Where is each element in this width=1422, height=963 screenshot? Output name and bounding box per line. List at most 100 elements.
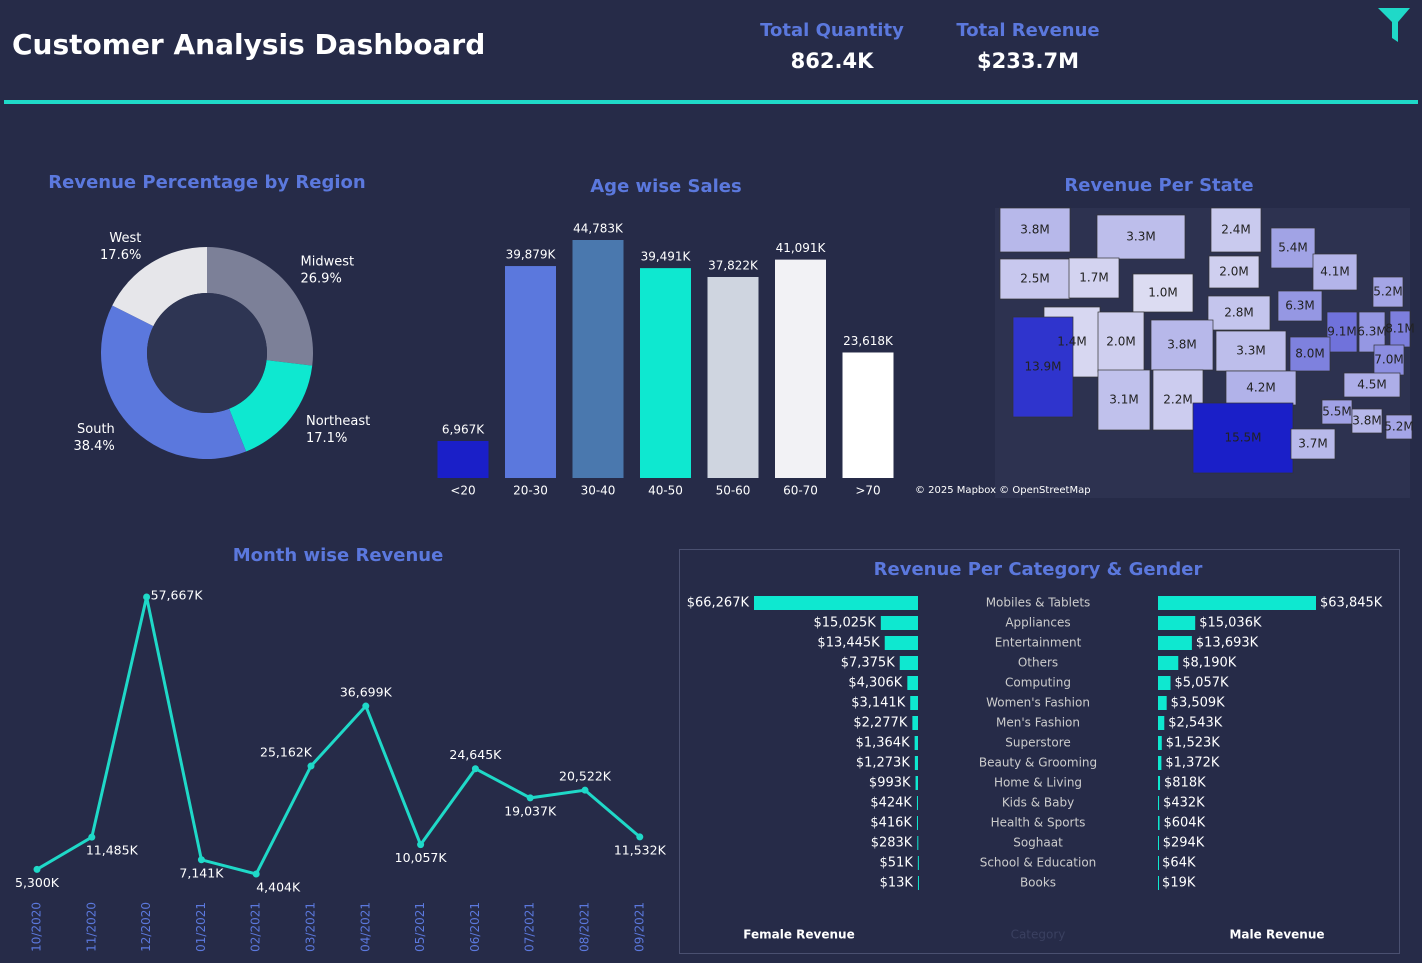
line-point — [33, 865, 41, 873]
bar-label: $13,693K — [1196, 636, 1259, 651]
donut-slice — [229, 360, 313, 452]
bar — [640, 268, 691, 478]
state — [1210, 207, 1262, 253]
state — [1289, 336, 1331, 372]
slice-value: 17.1% — [306, 431, 347, 446]
bar-label: $51K — [880, 856, 914, 871]
bar — [910, 696, 918, 710]
state — [1372, 276, 1404, 308]
donut-slice — [112, 247, 207, 327]
category-label: Beauty & Grooming — [979, 756, 1097, 770]
state — [1097, 369, 1151, 431]
state-label: 8.1M — [1385, 322, 1414, 336]
state — [1192, 402, 1294, 474]
donut-slice — [100, 305, 247, 460]
bar-label: 39,879K — [506, 248, 557, 262]
state-label: 4.5M — [1357, 378, 1386, 392]
state — [1326, 311, 1358, 353]
kpi-label: Total Quantity — [760, 20, 904, 41]
bar — [1158, 836, 1159, 850]
bar — [1158, 756, 1162, 770]
bar — [775, 259, 826, 478]
bar-label: 41,091K — [776, 241, 827, 255]
point-label: 24,645K — [449, 747, 502, 762]
state-label: 3.3M — [1126, 230, 1155, 244]
bar — [754, 596, 918, 610]
bar-label: $604K — [1163, 816, 1205, 831]
bar — [917, 856, 919, 870]
kpi-value: 862.4K — [791, 49, 874, 73]
bar-label: $3,509K — [1171, 696, 1225, 711]
bar — [572, 240, 624, 478]
bar — [1158, 596, 1317, 610]
state — [1132, 273, 1194, 313]
state-label: 5.5M — [1322, 405, 1351, 419]
state — [1343, 372, 1401, 398]
state-label: 6.3M — [1285, 299, 1314, 313]
line-point — [143, 593, 151, 601]
bar-label: $4,306K — [848, 676, 902, 691]
bar-label: $993K — [869, 776, 911, 791]
state-label: 5.4M — [1278, 241, 1307, 255]
category-label: Books — [1020, 876, 1056, 890]
bar-label: $1,523K — [1166, 736, 1220, 751]
bar-label: $1,364K — [856, 736, 910, 751]
x-tick-label: 02/2021 — [249, 902, 263, 952]
line-point — [88, 833, 96, 841]
bar — [917, 876, 919, 890]
line-point — [307, 762, 315, 770]
chart-title: Month wise Revenue — [233, 545, 444, 566]
bar — [437, 440, 489, 478]
category-label: Men's Fashion — [996, 716, 1080, 730]
bar-label: 37,822K — [708, 258, 759, 272]
point-label: 5,300K — [15, 875, 60, 890]
point-label: 11,485K — [86, 843, 139, 858]
bar — [1158, 876, 1159, 890]
state-label: 3.3M — [1236, 344, 1265, 358]
state-label: 2.8M — [1224, 306, 1253, 320]
state — [1207, 295, 1271, 331]
bar-label: $2,277K — [853, 716, 907, 731]
line-point — [252, 870, 260, 878]
state — [1277, 290, 1323, 322]
bar-label: $13,445K — [817, 636, 880, 651]
state-label: 3.1M — [1109, 393, 1138, 407]
axis-title: Female Revenue — [743, 928, 854, 942]
bar — [1158, 796, 1160, 810]
axis-title: Category — [1011, 928, 1066, 942]
line-point — [471, 765, 479, 773]
bar — [1158, 736, 1162, 750]
bar — [1158, 636, 1192, 650]
state-label: 2.2M — [1163, 393, 1192, 407]
bar — [1158, 776, 1161, 790]
x-tick-label: 06/2021 — [468, 902, 482, 952]
filter-icon[interactable] — [1378, 8, 1410, 42]
dashboard-title: Customer Analysis Dashboard — [12, 28, 485, 61]
state — [999, 258, 1071, 300]
state-label: 8.0M — [1295, 347, 1324, 361]
bar-label: $66,267K — [687, 596, 750, 611]
state-label: 7.0M — [1374, 353, 1403, 367]
bar — [915, 776, 918, 790]
point-label: 19,037K — [504, 803, 557, 818]
bar-label: $424K — [870, 796, 912, 811]
state — [1373, 344, 1405, 376]
point-label: 20,522K — [559, 769, 612, 784]
bar — [1158, 716, 1165, 730]
bar-label: 6,967K — [442, 422, 485, 436]
category-label: Home & Living — [994, 776, 1082, 790]
state — [1270, 227, 1316, 269]
state-label: 13.9M — [1024, 360, 1061, 374]
category-label: Appliances — [1005, 616, 1070, 630]
header-divider — [4, 100, 1418, 104]
state — [1068, 257, 1120, 299]
line-point — [636, 833, 644, 841]
bar — [1158, 856, 1159, 870]
state — [1215, 330, 1287, 372]
bar-label: $5,057K — [1175, 676, 1229, 691]
line-point — [417, 841, 425, 849]
bar-label: $432K — [1163, 796, 1205, 811]
state-label: 1.7M — [1079, 271, 1108, 285]
x-tick-label: 30-40 — [581, 484, 616, 498]
